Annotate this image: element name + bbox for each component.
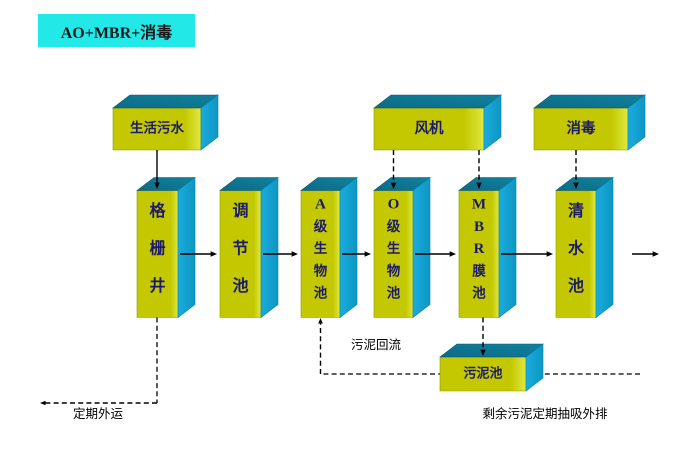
svg-text:物: 物: [387, 262, 401, 278]
svg-text:生: 生: [314, 240, 328, 256]
svg-text:M: M: [472, 197, 486, 213]
svg-text:污泥回流: 污泥回流: [351, 338, 402, 352]
svg-text:O: O: [388, 197, 400, 213]
svg-text:清: 清: [568, 202, 584, 220]
svg-text:水: 水: [568, 239, 585, 258]
svg-text:B: B: [474, 219, 484, 235]
svg-text:风机: 风机: [415, 119, 444, 137]
svg-text:池: 池: [232, 276, 248, 295]
svg-text:井: 井: [149, 276, 165, 295]
svg-text:A: A: [315, 197, 326, 213]
svg-text:生: 生: [387, 240, 401, 256]
svg-text:定期外运: 定期外运: [73, 406, 124, 421]
svg-text:消毒: 消毒: [567, 119, 596, 137]
svg-text:节: 节: [232, 239, 248, 258]
svg-text:膜: 膜: [472, 262, 486, 278]
svg-text:池: 池: [472, 284, 486, 300]
svg-text:栅: 栅: [149, 239, 165, 258]
svg-text:污泥池: 污泥池: [463, 365, 502, 380]
svg-text:级: 级: [387, 218, 401, 234]
svg-text:池: 池: [568, 276, 584, 295]
svg-text:池: 池: [314, 284, 328, 300]
svg-text:R: R: [474, 241, 486, 257]
svg-text:级: 级: [314, 218, 328, 234]
svg-text:格: 格: [149, 201, 166, 220]
svg-text:生活污水: 生活污水: [130, 120, 184, 136]
svg-text:调: 调: [232, 202, 248, 220]
svg-text:物: 物: [314, 262, 328, 278]
svg-text:剩余污泥定期抽吸外排: 剩余污泥定期抽吸外排: [482, 406, 608, 421]
svg-text:池: 池: [387, 284, 401, 300]
